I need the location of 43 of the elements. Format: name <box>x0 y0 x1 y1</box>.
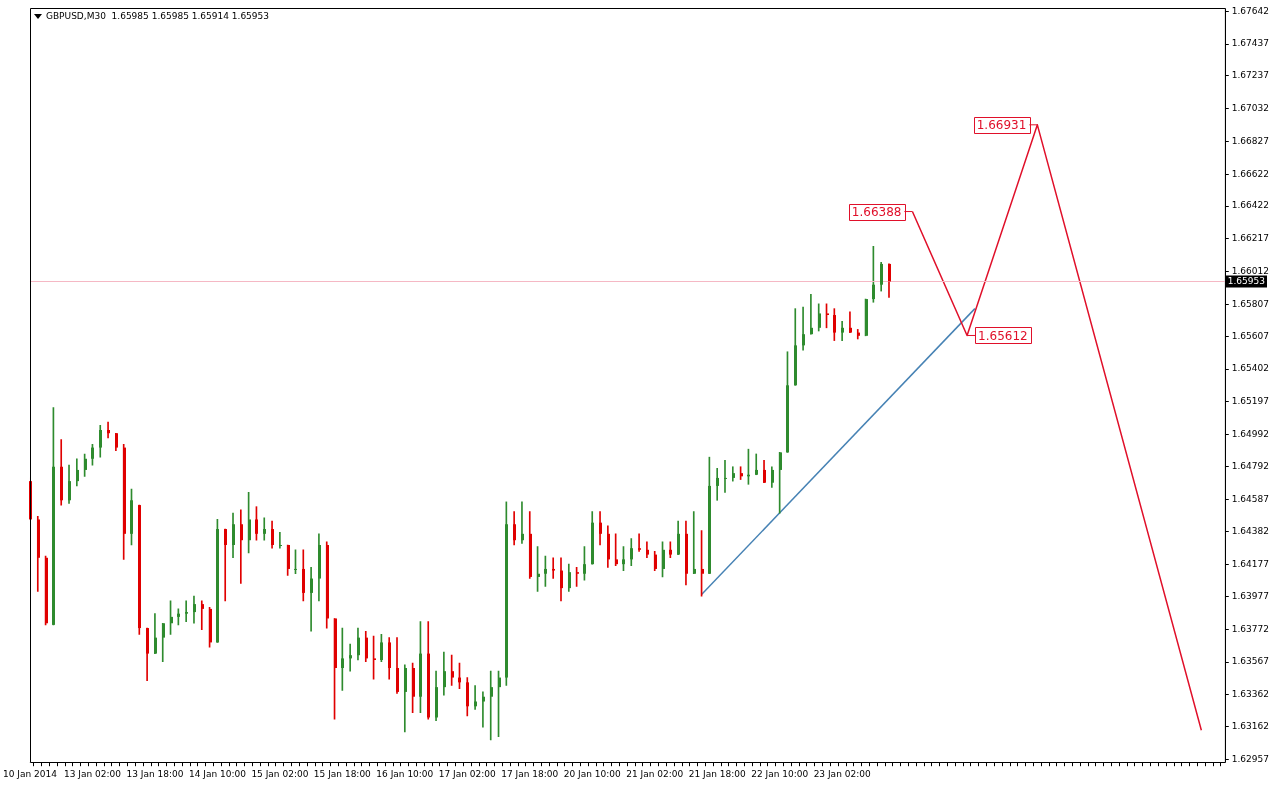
y-tick-label: 1.66827 <box>1231 135 1269 146</box>
y-tick-label: 1.65402 <box>1231 363 1269 374</box>
y-tick-label: 1.67032 <box>1231 103 1269 114</box>
y-tick-label: 1.64177 <box>1231 558 1269 569</box>
y-tick-label: 1.66422 <box>1231 200 1269 211</box>
y-tick-label: 1.66217 <box>1231 233 1269 244</box>
x-tick-label: 14 Jan 10:00 <box>188 768 247 779</box>
x-tick-label: 20 Jan 10:00 <box>563 768 621 779</box>
data-label: 1.66388 <box>851 204 902 219</box>
ref-line-label: 1.65953 <box>1227 275 1265 286</box>
y-tick-label: 1.67642 <box>1231 5 1269 16</box>
x-tick-label: 15 Jan 02:00 <box>251 768 309 779</box>
x-tick-label: 16 Jan 10:00 <box>376 768 434 779</box>
y-tick-label: 1.67237 <box>1231 70 1269 81</box>
x-tick-label: 15 Jan 18:00 <box>313 768 372 779</box>
x-tick-label: 10 Jan 2014 <box>3 768 58 779</box>
y-tick-label: 1.64992 <box>1231 428 1269 439</box>
x-tick-label: 22 Jan 10:00 <box>751 768 809 779</box>
y-tick-label: 1.66012 <box>1231 265 1269 276</box>
x-tick-label: 21 Jan 18:00 <box>688 768 746 779</box>
y-tick-label: 1.64587 <box>1231 493 1269 504</box>
y-tick-label: 1.64382 <box>1231 526 1269 537</box>
chart-title: GBPUSD,M30 1.65985 1.65985 1.65914 1.65953 <box>45 11 270 22</box>
data-label: 1.66931 <box>976 117 1027 132</box>
y-tick-label: 1.63567 <box>1231 656 1269 667</box>
x-tick-label: 13 Jan 02:00 <box>63 768 122 779</box>
y-tick-label: 1.63162 <box>1231 721 1269 732</box>
y-tick-label: 1.65607 <box>1231 330 1269 341</box>
x-tick-label: 13 Jan 18:00 <box>126 768 184 779</box>
x-tick-label: 17 Jan 02:00 <box>438 768 497 779</box>
y-tick-label: 1.62957 <box>1231 753 1269 764</box>
y-tick-label: 1.67437 <box>1231 38 1269 49</box>
x-tick-label: 17 Jan 18:00 <box>501 768 559 779</box>
x-tick-label: 23 Jan 02:00 <box>813 768 871 779</box>
y-tick-label: 1.64792 <box>1231 460 1269 471</box>
y-tick-label: 1.65197 <box>1231 396 1269 407</box>
y-tick-label: 1.65807 <box>1231 298 1269 309</box>
y-tick-label: 1.63362 <box>1231 689 1269 700</box>
y-tick-label: 1.63977 <box>1231 590 1269 601</box>
y-tick-label: 1.63772 <box>1231 623 1269 634</box>
data-label: 1.65612 <box>978 328 1028 343</box>
y-tick-label: 1.66622 <box>1231 168 1269 179</box>
x-tick-label: 21 Jan 02:00 <box>626 768 684 779</box>
